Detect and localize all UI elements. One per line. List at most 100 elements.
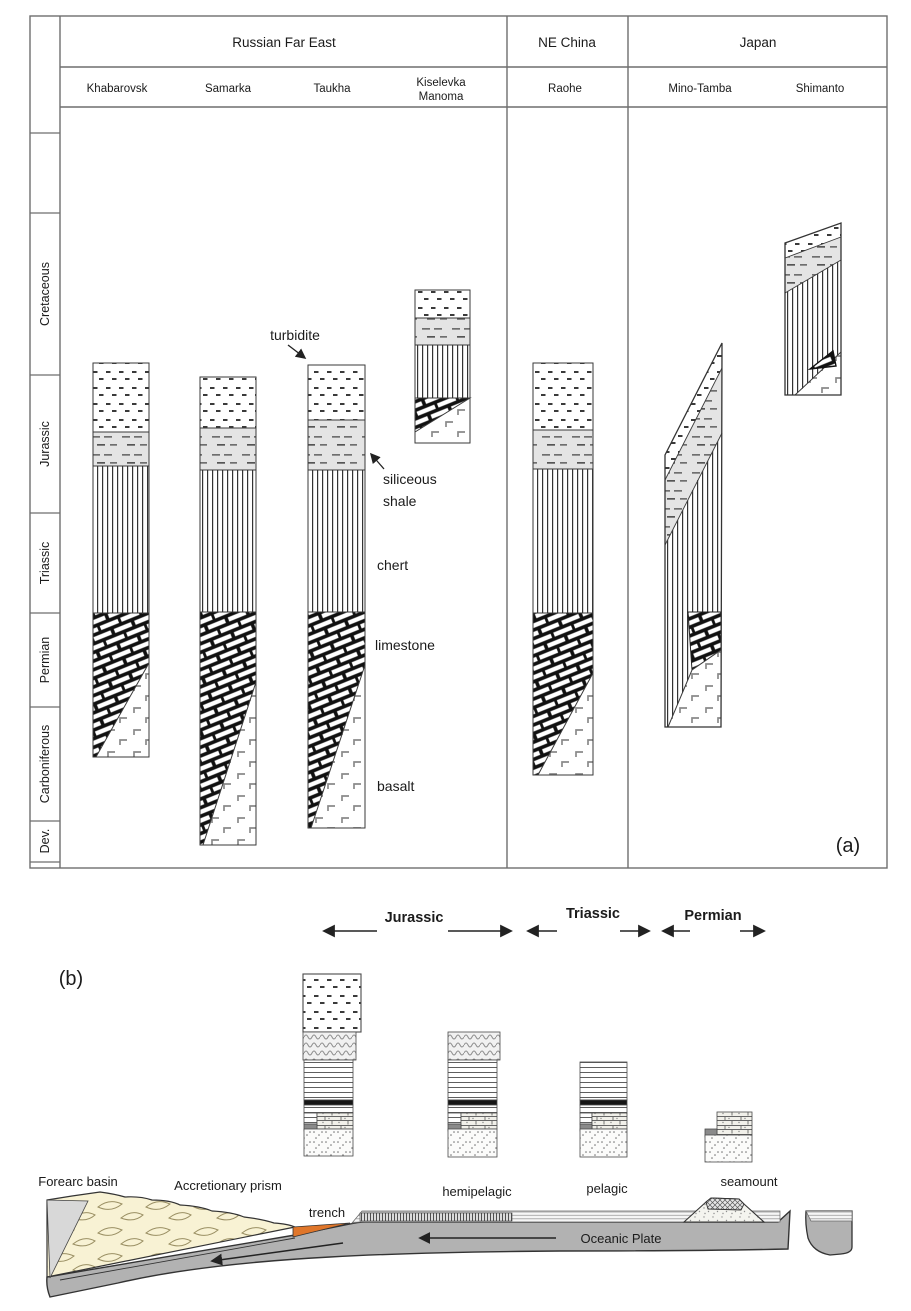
span-label-jurassic: Jurassic: [385, 910, 444, 926]
panel-b-tag: (b): [59, 968, 83, 990]
mini3-step-sliver: [579, 1112, 593, 1125]
locality-raohe: Raohe: [548, 83, 582, 95]
mini-column-4: [704, 1111, 753, 1163]
mini2-bedded-shale-2: [447, 1104, 498, 1114]
plate-piece-sediment: [805, 1210, 853, 1222]
mini3-bedded-shale-2: [579, 1104, 628, 1114]
panel-a-tag: (a): [836, 835, 860, 857]
mini3-limestone-band: [591, 1112, 628, 1130]
mini1-limestone-band: [316, 1112, 354, 1130]
locality-taukha: Taukha: [313, 83, 351, 95]
shimanto-siliceous-shale: [785, 237, 841, 293]
column-samarka: [199, 376, 257, 846]
span-label-permian: Permian: [684, 908, 741, 924]
kiselevka-siliceous-shale: [414, 317, 471, 346]
label-seamount: seamount: [720, 1174, 777, 1189]
mini2-wavy-mudstone: [447, 1031, 501, 1061]
span-label-triassic: Triassic: [566, 906, 620, 922]
mini2-bedded-shale: [447, 1059, 498, 1101]
kiselevka-limestone: [414, 397, 472, 433]
khabarovsk-basalt: [95, 661, 150, 758]
khabarovsk-turbidite: [92, 362, 150, 433]
region-ne-china: NE China: [538, 35, 596, 50]
mino-tamba-bed-line: [664, 432, 723, 546]
label-turbidite: turbidite: [270, 327, 320, 343]
label-basalt: basalt: [377, 778, 414, 794]
mini2-limestone-band: [460, 1112, 498, 1130]
label-forearc-basin: Forearc basin: [38, 1174, 117, 1189]
mini-column-1: [302, 973, 362, 1157]
kiselevka-chert: [414, 344, 471, 399]
column-taukha: [307, 364, 366, 829]
forearc-basin-shape: [46, 1199, 89, 1279]
turbidite-arrow: [287, 344, 307, 359]
mini1-bedded-shale: [303, 1059, 354, 1101]
period-label-triassic: Triassic: [38, 542, 52, 585]
mini-column-2: [447, 1031, 501, 1158]
time-axis: Cretaceous Jurassic Triassic Permian Car…: [30, 132, 60, 863]
raohe-basalt: [537, 672, 594, 776]
period-label-carboniferous: Carboniferous: [38, 725, 52, 804]
locality-mino-tamba: Mino-Tamba: [668, 83, 732, 95]
region-japan: Japan: [740, 35, 777, 50]
accretionary-prism-shape: [46, 1191, 298, 1278]
mini1-basalt-speckle: [303, 1128, 354, 1157]
period-label-jurassic: Jurassic: [38, 421, 52, 467]
lithology-annotations: turbidite siliceous shale chert limeston…: [270, 327, 860, 857]
seamount-cap: [705, 1197, 745, 1211]
table-outer-border: [29, 15, 888, 869]
slab-top-line: [59, 1237, 296, 1281]
label-siliceous: siliceous: [383, 471, 437, 487]
cross-section: Forearc basin Accretionary prism trench …: [38, 1174, 853, 1298]
samarka-chert: [199, 469, 257, 613]
table-header: Russian Far East NE China Japan Khabarov…: [87, 35, 845, 103]
slab-motion-arrow: [210, 1242, 344, 1266]
shimanto-limestone: [807, 349, 837, 370]
label-chert: chert: [377, 557, 408, 573]
mini2-step-sliver: [447, 1112, 462, 1125]
region-russian-far-east: Russian Far East: [232, 35, 336, 50]
samarka-basalt: [202, 681, 257, 846]
mini1-step-sliver: [303, 1112, 318, 1125]
kiselevka-turbidite: [414, 289, 471, 319]
period-label-cretaceous: Cretaceous: [38, 262, 52, 326]
label-pelagic: pelagic: [586, 1181, 628, 1196]
raohe-chert: [532, 468, 594, 614]
mini3-basalt-speckle: [579, 1128, 628, 1158]
locality-khabarovsk: Khabarovsk: [87, 83, 148, 95]
mini1-bedded-shale-2: [303, 1104, 354, 1114]
samarka-turbidite: [199, 376, 257, 429]
mini4-basalt-speckle: [704, 1134, 753, 1163]
mino-tamba-bed-line: [664, 367, 723, 481]
taukha-basalt: [310, 664, 366, 829]
column-khabarovsk: [92, 362, 150, 758]
mini1-black-band: [303, 1099, 354, 1106]
samarka-siliceous-shale: [199, 427, 257, 471]
siliceous-shale-arrow: [369, 452, 385, 470]
shimanto-outline: [784, 222, 842, 396]
label-limestone: limestone: [375, 637, 435, 653]
column-mino-tamba: [664, 342, 723, 728]
label-shale: shale: [383, 493, 417, 509]
period-label-devonian: Dev.: [38, 829, 52, 854]
raohe-turbidite: [532, 362, 594, 431]
locality-shimanto: Shimanto: [796, 83, 845, 95]
taukha-turbidite: [307, 364, 366, 421]
locality-samarka: Samarka: [205, 83, 252, 95]
mini3-bedded-shale: [579, 1061, 628, 1101]
mini-column-3: [579, 1061, 628, 1158]
mino-tamba-turbidite: [665, 343, 722, 480]
label-oceanic-plate: Oceanic Plate: [581, 1231, 662, 1246]
plate-piece-right: [805, 1210, 853, 1256]
mini1-turbidite: [302, 973, 362, 1033]
taukha-siliceous-shale: [307, 419, 366, 471]
period-spans: Jurassic Triassic Permian: [322, 906, 766, 938]
mino-tamba-siliceous-shale: [665, 368, 722, 545]
locality-manoma: Manoma: [419, 91, 464, 103]
table-grid: [29, 15, 888, 869]
mini4-limestone-band: [716, 1111, 753, 1136]
label-accretionary-prism: Accretionary prism: [174, 1178, 282, 1193]
trench-shape: [292, 1222, 351, 1238]
